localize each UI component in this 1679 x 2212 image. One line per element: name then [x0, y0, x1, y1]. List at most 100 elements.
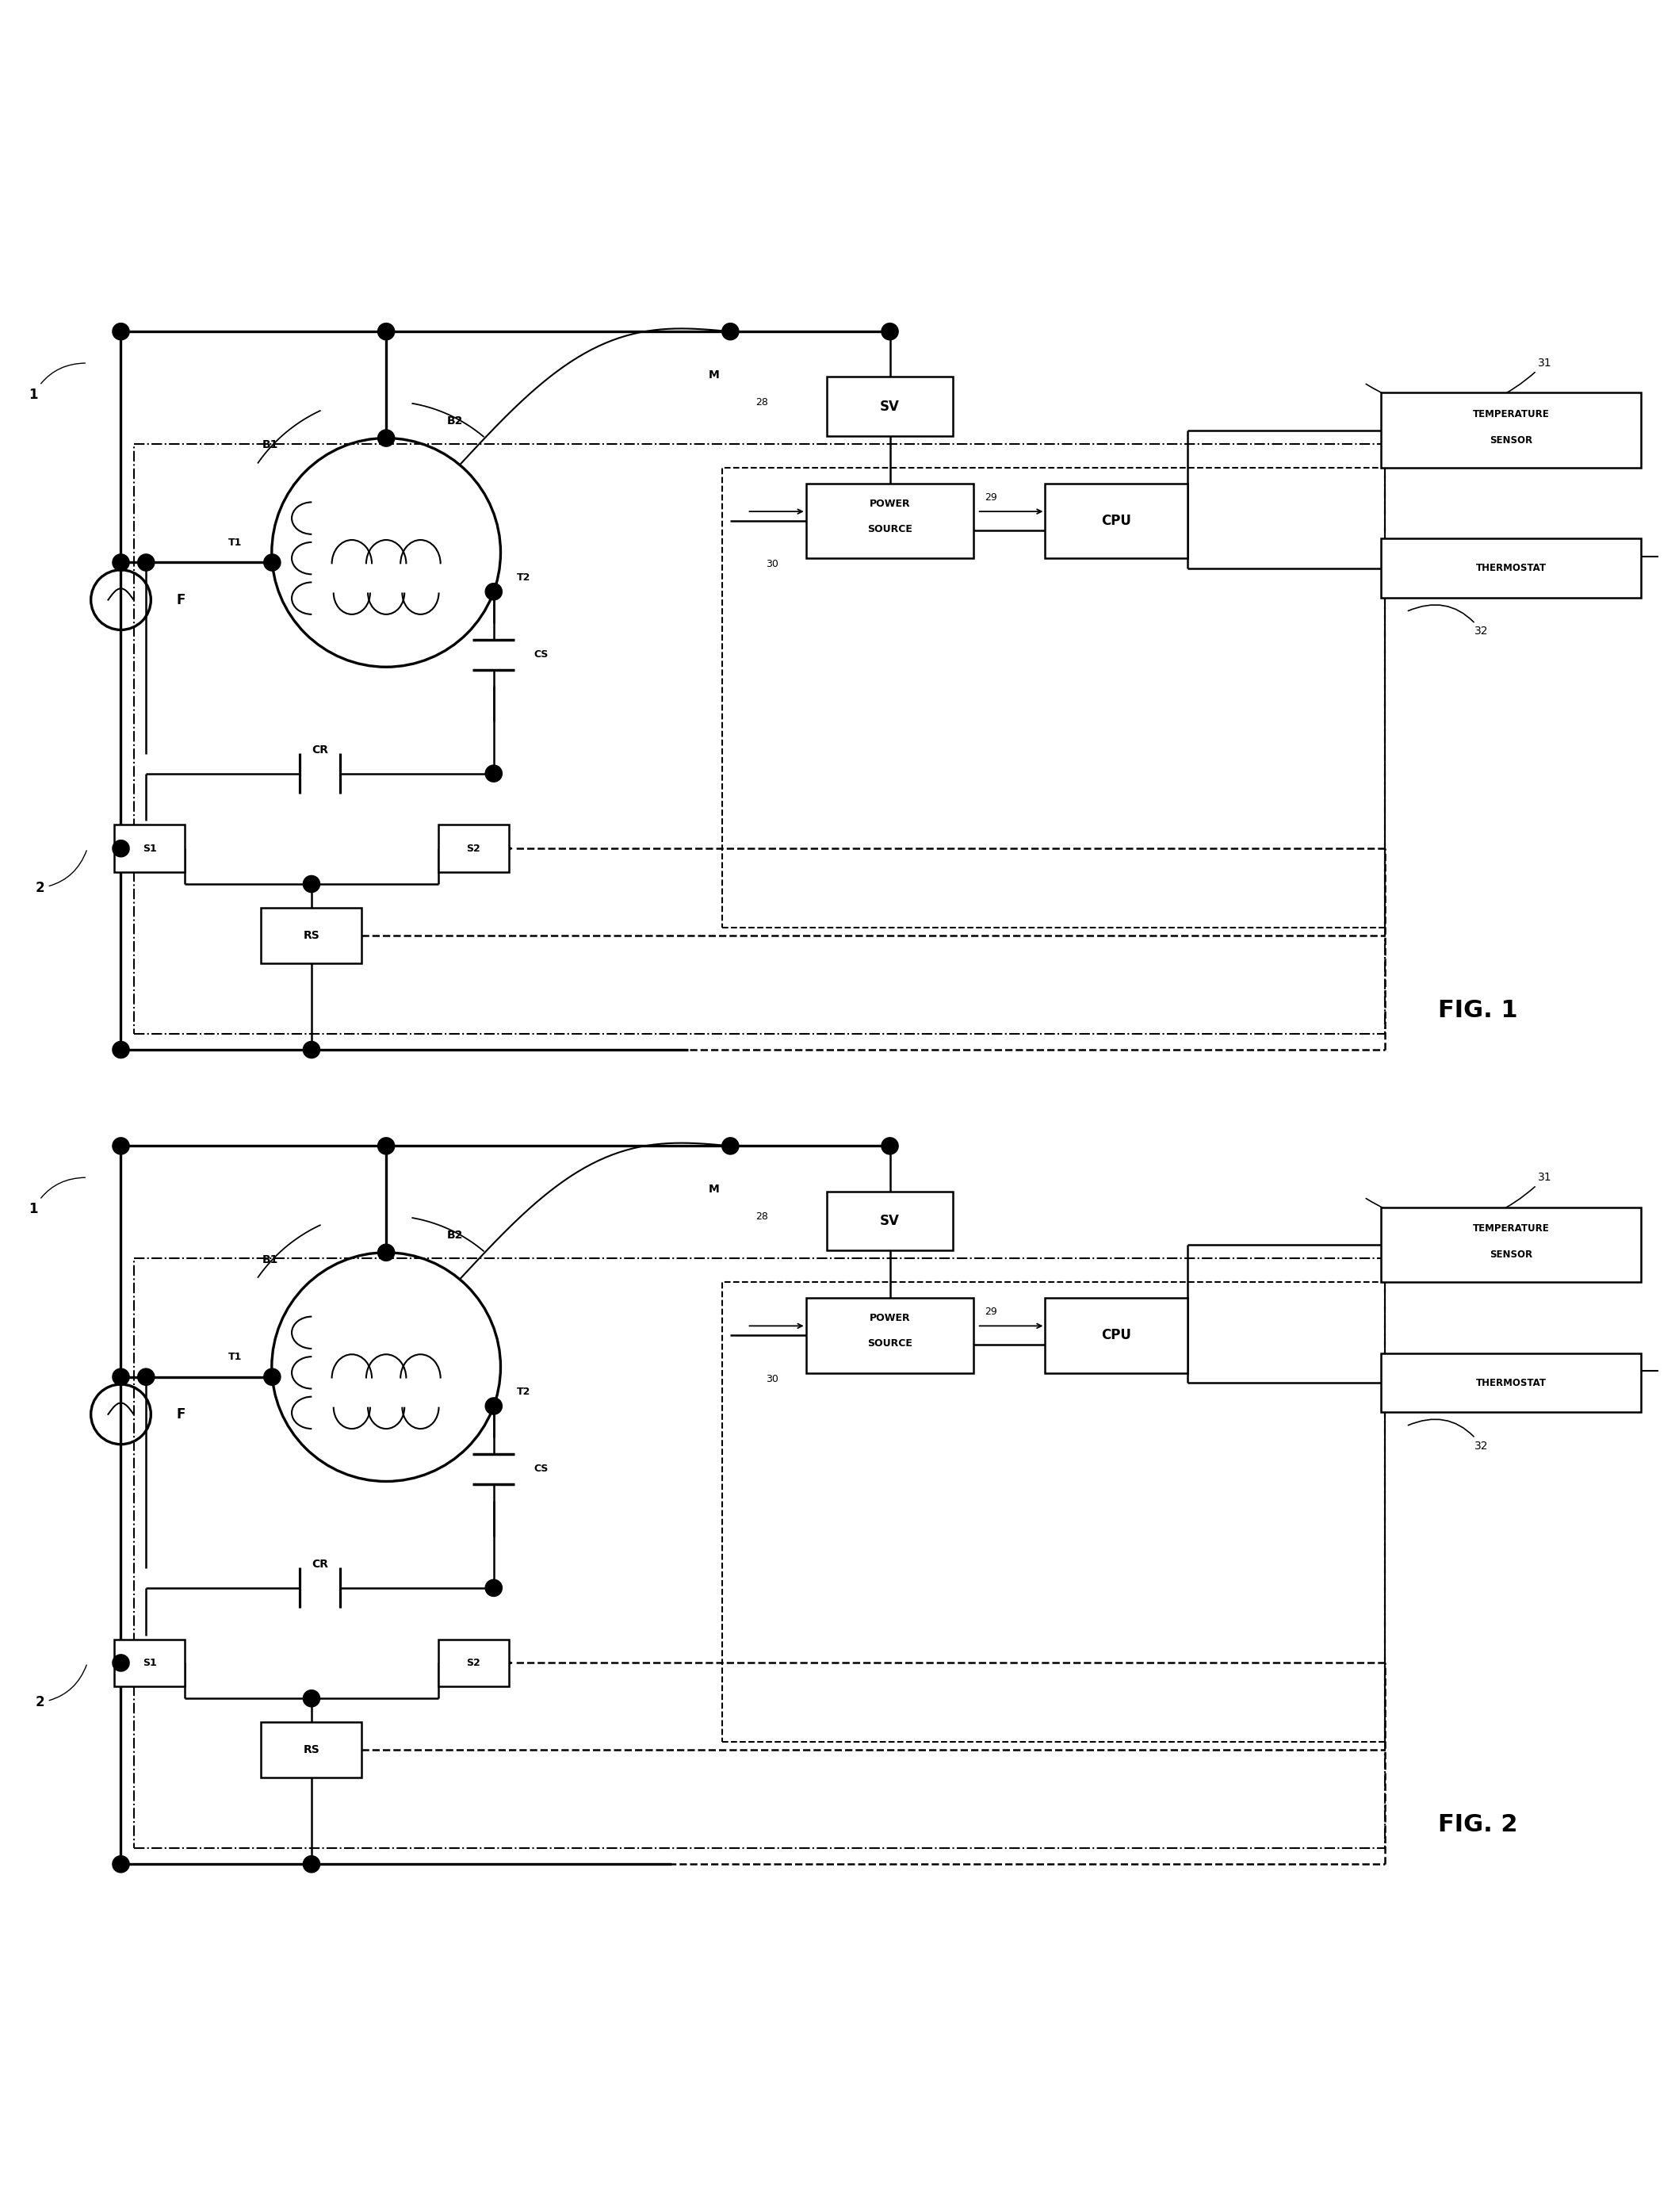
Circle shape — [304, 876, 321, 891]
Bar — [1044, 1298, 1189, 1374]
Circle shape — [112, 1042, 129, 1057]
Bar — [1382, 394, 1642, 467]
Text: CPU: CPU — [1101, 1327, 1132, 1343]
Text: SV: SV — [880, 1214, 900, 1228]
Circle shape — [722, 1137, 739, 1155]
Text: 2: 2 — [35, 852, 87, 896]
Circle shape — [722, 323, 739, 341]
Circle shape — [112, 323, 129, 341]
Circle shape — [881, 1137, 898, 1155]
Text: RS: RS — [304, 1745, 319, 1756]
Circle shape — [378, 1137, 395, 1155]
Text: TEMPERATURE: TEMPERATURE — [1472, 409, 1550, 420]
Bar — [262, 907, 363, 962]
Circle shape — [304, 1690, 321, 1708]
Text: 32: 32 — [1409, 604, 1489, 637]
Text: SV: SV — [880, 400, 900, 414]
Text: F: F — [176, 1407, 186, 1422]
Text: S1: S1 — [143, 843, 156, 854]
Text: 28: 28 — [756, 1212, 767, 1223]
Bar — [806, 1298, 974, 1374]
Text: 1: 1 — [29, 1177, 86, 1217]
Text: S2: S2 — [467, 843, 480, 854]
Bar — [134, 1259, 1385, 1849]
Circle shape — [112, 1137, 129, 1155]
Circle shape — [112, 841, 129, 856]
Text: 28: 28 — [756, 398, 767, 407]
Text: 2: 2 — [35, 1666, 87, 1710]
Bar — [262, 1723, 363, 1778]
Text: 30: 30 — [766, 560, 779, 568]
Text: 31: 31 — [1367, 358, 1551, 409]
Text: T1: T1 — [228, 538, 242, 549]
Bar — [1044, 484, 1189, 557]
Circle shape — [378, 323, 395, 341]
Circle shape — [485, 1398, 502, 1413]
Text: CPU: CPU — [1101, 513, 1132, 529]
Circle shape — [378, 1243, 395, 1261]
Text: SOURCE: SOURCE — [868, 1338, 912, 1349]
Text: SENSOR: SENSOR — [1489, 436, 1533, 445]
Text: B2: B2 — [447, 1230, 463, 1241]
Text: SENSOR: SENSOR — [1489, 1250, 1533, 1261]
Text: T2: T2 — [517, 573, 531, 582]
Text: CR: CR — [312, 1559, 327, 1571]
Text: 29: 29 — [984, 491, 997, 502]
Bar — [134, 445, 1385, 1033]
Circle shape — [378, 429, 395, 447]
Text: SOURCE: SOURCE — [868, 524, 912, 533]
Text: B1: B1 — [262, 1254, 279, 1265]
Bar — [722, 1283, 1385, 1741]
Text: CS: CS — [534, 1464, 547, 1473]
Text: B1: B1 — [262, 440, 279, 451]
Text: S1: S1 — [143, 1657, 156, 1668]
Text: CS: CS — [534, 650, 547, 659]
Text: 30: 30 — [766, 1374, 779, 1385]
Text: B2: B2 — [447, 416, 463, 427]
Text: RS: RS — [304, 929, 319, 940]
Bar — [806, 484, 974, 557]
Circle shape — [485, 765, 502, 781]
Text: POWER: POWER — [870, 1314, 910, 1323]
Bar — [114, 825, 185, 872]
Circle shape — [485, 584, 502, 599]
Text: T2: T2 — [517, 1387, 531, 1398]
Bar — [438, 1639, 509, 1686]
Bar — [828, 376, 954, 436]
Text: T1: T1 — [228, 1352, 242, 1363]
Circle shape — [881, 323, 898, 341]
Bar — [1382, 540, 1642, 597]
Circle shape — [304, 1856, 321, 1874]
Text: THERMOSTAT: THERMOSTAT — [1476, 564, 1546, 573]
Text: F: F — [176, 593, 186, 606]
Text: 29: 29 — [984, 1307, 997, 1316]
Text: FIG. 1: FIG. 1 — [1437, 1000, 1518, 1022]
Circle shape — [112, 1856, 129, 1874]
Text: FIG. 2: FIG. 2 — [1437, 1814, 1518, 1836]
Text: 31: 31 — [1367, 1172, 1551, 1223]
Bar — [1382, 1354, 1642, 1411]
Text: CR: CR — [312, 743, 327, 754]
Circle shape — [138, 1369, 154, 1385]
Text: M: M — [709, 1183, 719, 1194]
Bar — [828, 1192, 954, 1250]
Circle shape — [485, 1579, 502, 1597]
Circle shape — [304, 1042, 321, 1057]
Text: POWER: POWER — [870, 498, 910, 509]
Text: 32: 32 — [1409, 1420, 1489, 1451]
Text: TEMPERATURE: TEMPERATURE — [1472, 1223, 1550, 1234]
Bar — [1382, 1208, 1642, 1283]
Bar — [438, 825, 509, 872]
Circle shape — [112, 555, 129, 571]
Circle shape — [112, 1369, 129, 1385]
Bar — [114, 1639, 185, 1686]
Circle shape — [112, 1655, 129, 1672]
Bar — [722, 467, 1385, 927]
Circle shape — [264, 555, 280, 571]
Text: M: M — [709, 369, 719, 380]
Text: S2: S2 — [467, 1657, 480, 1668]
Circle shape — [138, 555, 154, 571]
Text: THERMOSTAT: THERMOSTAT — [1476, 1378, 1546, 1387]
Circle shape — [264, 1369, 280, 1385]
Text: 1: 1 — [29, 363, 86, 403]
